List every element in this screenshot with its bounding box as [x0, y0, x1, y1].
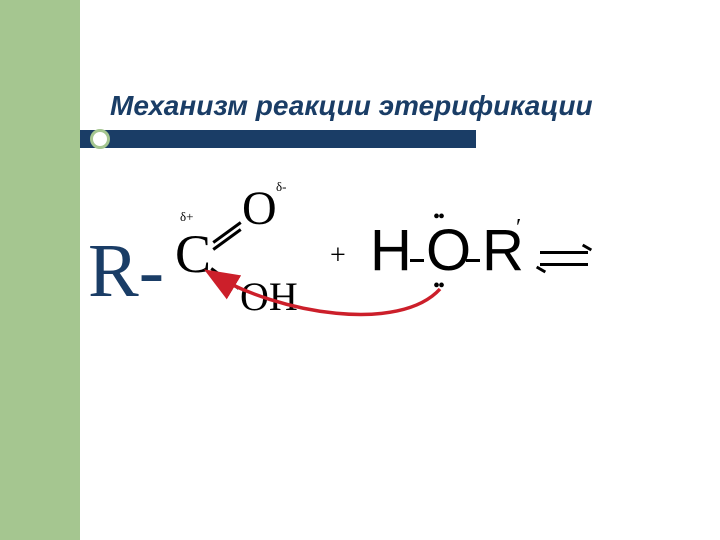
page-title: Механизм реакции этерификации — [110, 90, 593, 122]
title-underline-bar — [80, 130, 476, 148]
reaction-diagram: C δ+ O δ- OH + H O •• •• R ′ — [170, 185, 640, 335]
r-group-label: R- — [88, 228, 164, 315]
electron-arrow-icon — [170, 185, 640, 335]
sidebar — [0, 0, 80, 540]
slide: Механизм реакции этерификации R- C δ+ O … — [0, 0, 720, 540]
bullet-marker — [90, 129, 110, 149]
